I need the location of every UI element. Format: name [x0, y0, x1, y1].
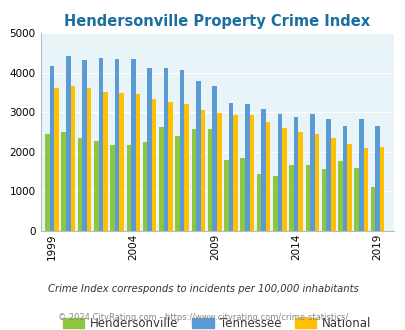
Bar [289, 165, 293, 231]
Bar [337, 160, 342, 231]
Bar [346, 144, 351, 231]
Bar [305, 165, 309, 231]
Bar [151, 99, 156, 231]
Bar [131, 59, 135, 231]
Bar [94, 141, 98, 231]
Bar [191, 129, 196, 231]
Bar [179, 70, 184, 231]
Bar [87, 88, 91, 231]
Bar [342, 126, 346, 231]
Bar [249, 115, 254, 231]
Bar [374, 126, 379, 231]
Bar [115, 59, 119, 231]
Bar [49, 66, 54, 231]
Bar [196, 81, 200, 231]
Title: Hendersonville Property Crime Index: Hendersonville Property Crime Index [64, 14, 369, 29]
Bar [228, 104, 233, 231]
Bar [261, 109, 265, 231]
Bar [379, 147, 384, 231]
Bar [281, 128, 286, 231]
Bar [330, 138, 335, 231]
Bar [293, 117, 298, 231]
Bar [126, 146, 131, 231]
Bar [175, 136, 179, 231]
Bar [82, 60, 87, 231]
Bar [362, 148, 367, 231]
Bar [240, 158, 245, 231]
Legend: Hendersonville, Tennessee, National: Hendersonville, Tennessee, National [58, 312, 375, 330]
Bar [45, 134, 49, 231]
Bar [314, 134, 318, 231]
Bar [370, 187, 374, 231]
Bar [277, 114, 281, 231]
Text: © 2024 CityRating.com - https://www.cityrating.com/crime-statistics/: © 2024 CityRating.com - https://www.city… [58, 313, 347, 322]
Bar [66, 55, 70, 231]
Bar [103, 92, 107, 231]
Bar [147, 68, 151, 231]
Bar [200, 110, 205, 231]
Bar [207, 129, 212, 231]
Bar [119, 93, 124, 231]
Bar [358, 119, 362, 231]
Bar [212, 86, 217, 231]
Bar [298, 132, 302, 231]
Bar [321, 169, 326, 231]
Bar [265, 122, 270, 231]
Bar [256, 174, 261, 231]
Bar [354, 168, 358, 231]
Bar [143, 142, 147, 231]
Bar [245, 104, 249, 231]
Bar [98, 57, 103, 231]
Bar [233, 115, 237, 231]
Bar [135, 94, 140, 231]
Bar [217, 113, 221, 231]
Bar [184, 104, 189, 231]
Bar [326, 118, 330, 231]
Bar [54, 88, 59, 231]
Bar [273, 176, 277, 231]
Bar [168, 102, 173, 231]
Text: Crime Index corresponds to incidents per 100,000 inhabitants: Crime Index corresponds to incidents per… [47, 284, 358, 294]
Bar [309, 114, 314, 231]
Bar [61, 132, 66, 231]
Bar [70, 86, 75, 231]
Bar [110, 146, 115, 231]
Bar [224, 160, 228, 231]
Bar [77, 138, 82, 231]
Bar [163, 68, 168, 231]
Bar [159, 127, 163, 231]
